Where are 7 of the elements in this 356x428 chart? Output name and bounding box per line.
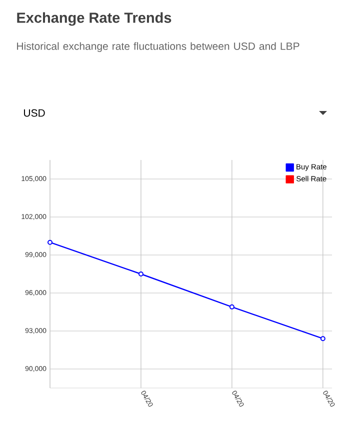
chart-title: Exchange Rate Trends bbox=[17, 12, 172, 26]
point bbox=[320, 336, 326, 342]
chart-subtitle: Historical exchange rate fluctuations between USD and LBP bbox=[17, 42, 300, 52]
text: USD bbox=[24, 109, 45, 117]
point bbox=[138, 271, 144, 276]
point bbox=[229, 304, 234, 310]
point bbox=[48, 240, 52, 245]
